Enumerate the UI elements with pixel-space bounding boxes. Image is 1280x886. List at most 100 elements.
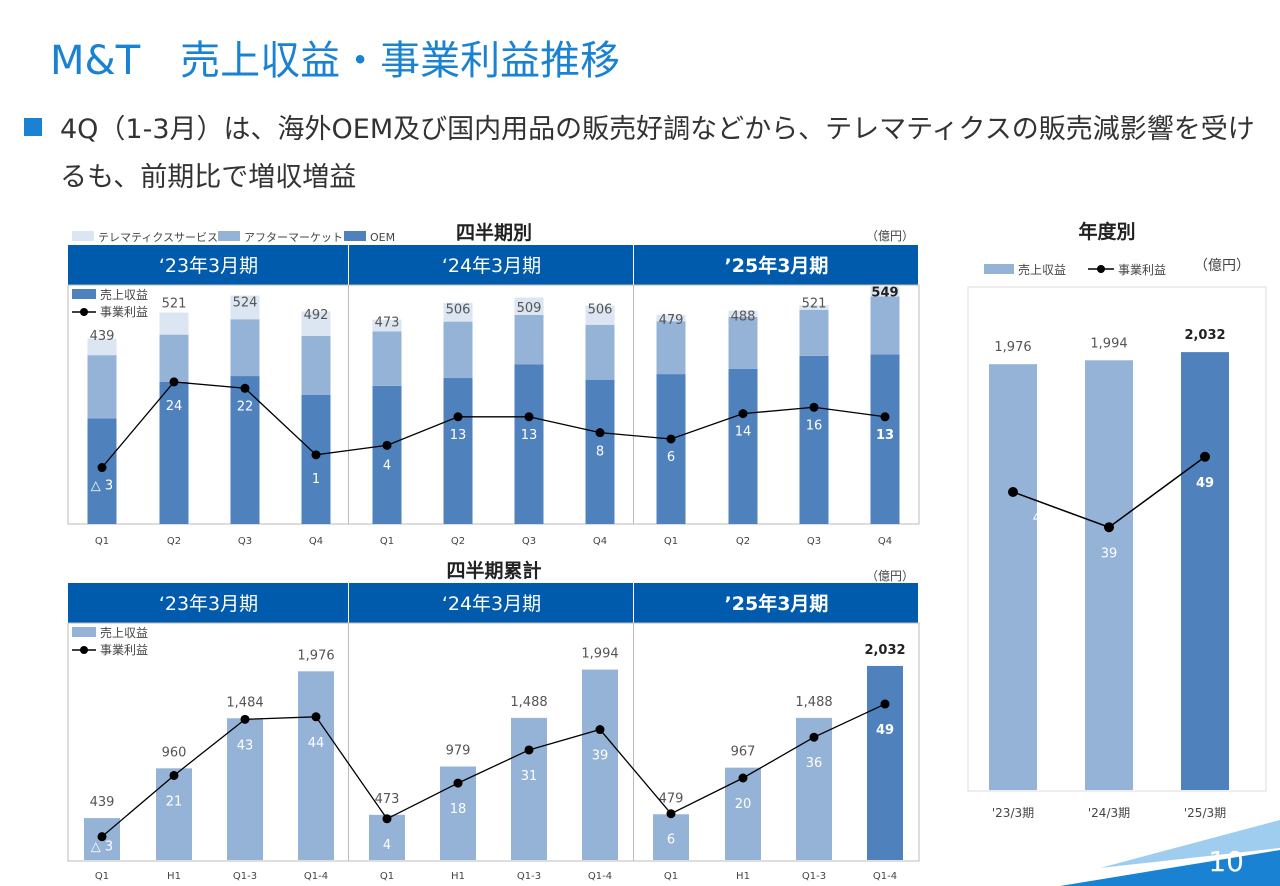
cumulative-legend-profit-marker — [80, 646, 88, 654]
cumulative-profit-label-4: 44 — [308, 736, 325, 751]
cumulative-bar-12 — [867, 665, 903, 860]
quarterly-total-label-10: 488 — [731, 309, 756, 324]
annual-profit-point-2 — [1104, 522, 1114, 533]
cumulative-tick-label-8: Q1-4 — [588, 871, 612, 882]
annual-legend-profit-marker — [1097, 265, 1105, 273]
cumulative-tick-label-2: H1 — [167, 871, 181, 882]
cumulative-tick-label-6: H1 — [451, 871, 465, 882]
page-number: 10 — [1208, 845, 1244, 878]
annual-value-label-3: 2,032 — [1184, 328, 1225, 343]
cumulative-bar-3 — [227, 718, 263, 860]
cumulative-value-label-6: 979 — [446, 744, 471, 759]
cumulative-profit-point-6 — [453, 778, 463, 788]
annual-value-label-2: 1,994 — [1090, 336, 1127, 351]
cumulative-bar-8 — [582, 669, 618, 860]
cumulative-unit-label: （億円） — [866, 569, 914, 583]
quarterly-profit-label-5: 4 — [383, 458, 391, 473]
cumulative-profit-point-11 — [809, 732, 819, 742]
cumulative-period-label-2: ‘24年3月期 — [442, 593, 541, 615]
quarterly-profit-point-4 — [311, 450, 321, 460]
cumulative-profit-label-10: 20 — [735, 797, 752, 812]
quarterly-profit-point-10 — [738, 409, 748, 419]
cumulative-profit-label-11: 36 — [806, 756, 823, 771]
cumulative-profit-label-5: 4 — [383, 838, 391, 853]
quarterly-tick-label-9: Q1 — [664, 536, 678, 547]
annual-frame — [967, 286, 1267, 792]
quarterly-legend-profit-marker — [80, 308, 88, 316]
cumulative-period-header-1 — [68, 583, 348, 623]
quarterly-frame — [67, 284, 920, 525]
cumulative-value-label-8: 1,994 — [581, 647, 618, 662]
quarterly-profit-label-2: 24 — [166, 399, 183, 414]
annual-unit-label: （億円） — [1194, 258, 1250, 274]
quarterly-profit-point-2 — [169, 377, 179, 387]
quarterly-profit-point-3 — [240, 383, 250, 393]
quarterly-bar-aftermarket-8 — [585, 324, 615, 381]
quarterly-bar-oem-9 — [656, 374, 686, 524]
quarterly-profit-label-1: △ 3 — [91, 479, 113, 494]
quarterly-bar-telematics-7 — [514, 297, 544, 315]
quarterly-period-header-3 — [634, 245, 918, 285]
cumulative-period-header-3 — [634, 583, 918, 623]
quarterly-profit-point-9 — [666, 434, 676, 444]
cumulative-tick-label-9: Q1 — [664, 871, 678, 882]
quarterly-bar-oem-7 — [514, 364, 544, 524]
quarterly-tick-label-4: Q4 — [309, 536, 323, 547]
quarterly-bar-telematics-1 — [87, 338, 117, 356]
quarterly-legend-revenue-swatch — [72, 289, 96, 299]
cumulative-period-header-2 — [349, 583, 633, 623]
quarterly-total-label-2: 521 — [162, 296, 187, 311]
corner-swoosh-decoration — [1060, 850, 1280, 886]
cumulative-legend-revenue-label: 売上収益 — [100, 625, 148, 640]
quarterly-stack-legend-label-2: アフターマーケット — [244, 231, 343, 244]
quarterly-bar-oem-6 — [443, 378, 473, 524]
quarterly-tick-label-7: Q3 — [522, 536, 536, 547]
annual-tick-label-3: '25/3期 — [1184, 806, 1226, 820]
cumulative-profit-line — [101, 703, 886, 838]
quarterly-bar-aftermarket-5 — [372, 331, 402, 386]
cumulative-profit-label-7: 31 — [521, 769, 538, 784]
cumulative-value-label-10: 967 — [731, 745, 756, 760]
cumulative-tick-label-4: Q1-4 — [304, 871, 328, 882]
cumulative-tick-label-11: Q1-3 — [802, 871, 826, 882]
cumulative-profit-point-4 — [311, 712, 321, 722]
cumulative-profit-label-3: 43 — [237, 738, 254, 753]
cumulative-tick-label-12: Q1-4 — [873, 871, 897, 882]
annual-profit-label-3: 49 — [1196, 476, 1214, 491]
annual-legend-revenue-label: 売上収益 — [1018, 262, 1066, 277]
cumulative-profit-label-8: 39 — [592, 749, 609, 764]
cumulative-profit-point-5 — [382, 814, 392, 824]
quarterly-tick-label-3: Q3 — [238, 536, 252, 547]
annual-profit-label-1: 44 — [1033, 511, 1050, 526]
cumulative-profit-label-12: 49 — [876, 723, 894, 738]
cumulative-profit-point-2 — [169, 770, 179, 780]
annual-tick-label-2: '24/3期 — [1088, 806, 1130, 820]
quarterly-bar-aftermarket-3 — [230, 319, 260, 377]
cumulative-tick-label-5: Q1 — [380, 871, 394, 882]
quarterly-legend-profit-label: 事業利益 — [100, 305, 148, 319]
cumulative-value-label-7: 1,488 — [510, 695, 547, 710]
quarterly-stack-legend-label-1: テレマティクスサービス — [98, 231, 218, 244]
quarterly-bar-aftermarket-7 — [514, 314, 544, 365]
quarterly-stack-legend-label-3: OEM — [370, 231, 395, 244]
cumulative-tick-label-1: Q1 — [95, 871, 109, 882]
quarterly-total-label-7: 509 — [517, 301, 542, 316]
cumulative-profit-point-1 — [97, 832, 107, 842]
cumulative-bar-7 — [511, 717, 547, 860]
quarterly-total-label-3: 524 — [233, 295, 258, 310]
quarterly-profit-label-6: 13 — [450, 428, 467, 443]
quarterly-bar-aftermarket-10 — [728, 316, 758, 369]
cumulative-bar-4 — [298, 671, 334, 860]
quarterly-total-label-11: 521 — [802, 296, 827, 311]
quarterly-profit-point-11 — [809, 402, 819, 412]
quarterly-total-label-4: 492 — [304, 308, 329, 323]
cumulative-period-label-3: ’25年3月期 — [725, 592, 829, 615]
quarterly-bar-aftermarket-6 — [443, 321, 473, 379]
cumulative-profit-label-6: 18 — [450, 802, 467, 817]
quarterly-bar-telematics-12 — [870, 286, 900, 297]
quarterly-tick-label-11: Q3 — [807, 536, 821, 547]
quarterly-tick-label-2: Q2 — [167, 536, 181, 547]
quarterly-total-label-8: 506 — [588, 302, 613, 317]
annual-value-label-1: 1,976 — [994, 340, 1031, 355]
